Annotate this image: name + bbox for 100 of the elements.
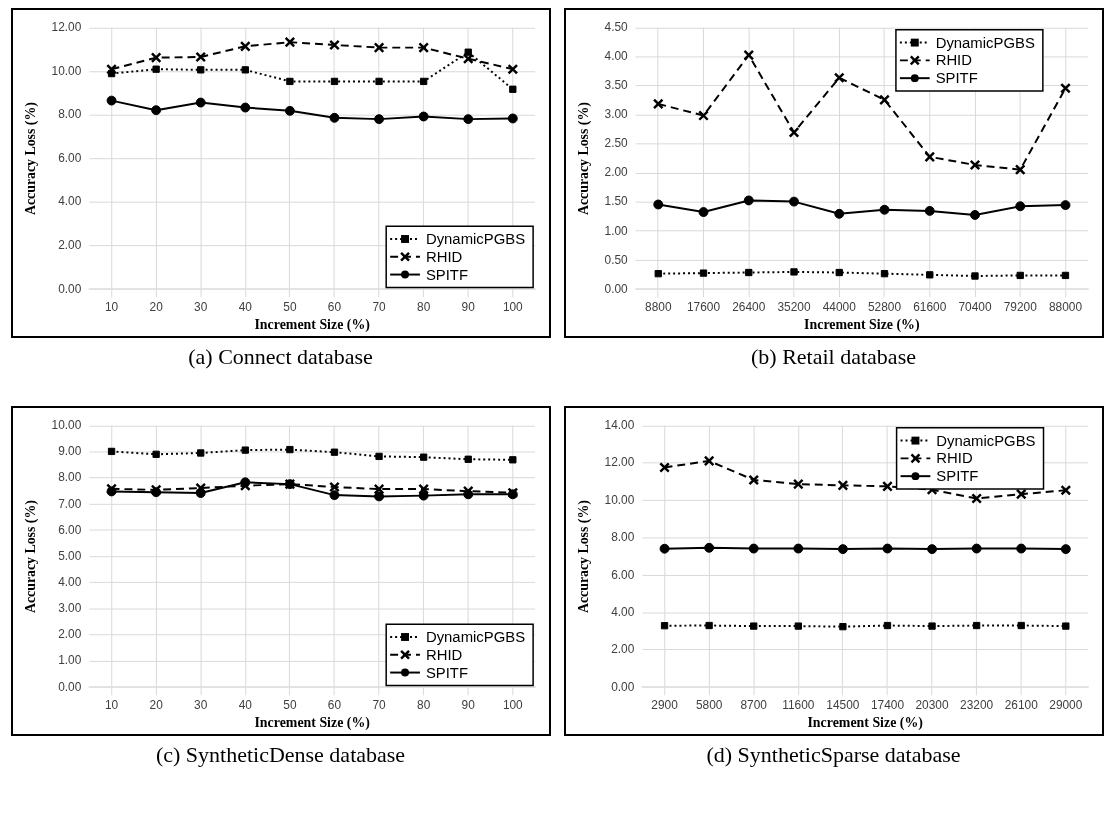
x-tick-label: 50 [282,299,297,314]
y-tick-label: 2.00 [57,238,82,253]
y-tick-label: 1.00 [604,223,628,238]
x-tick-label: 90 [461,697,475,712]
x-tick-label: 70 [371,697,386,712]
x-tick-label: 100 [502,697,523,712]
y-tick-label: 0.00 [57,679,82,694]
y-tick-label: 0.50 [604,252,628,267]
x-tick-label: 30 [193,697,208,712]
y-tick-label: 3.00 [57,601,82,616]
y-axis-title: Accuracy Loss (%) [22,500,39,614]
y-tick-label: 1.50 [604,194,628,209]
y-tick-label: 8.00 [57,470,82,485]
legend-label: DynamicPGBS [935,34,1035,51]
x-tick-label: 52800 [867,299,901,314]
x-tick-label: 35200 [776,299,811,314]
y-tick-label: 3.00 [604,107,628,122]
y-tick-label: 14.00 [604,418,635,433]
y-tick-label: 4.00 [57,575,82,589]
x-tick-label: 8700 [739,697,767,712]
legend-label: SPITF [935,70,978,87]
text: (a) Connect database [188,344,373,370]
y-tick-label: 10.00 [51,418,82,433]
y-tick-label: 12.00 [604,455,635,470]
x-tick-label: 5800 [695,697,723,712]
x-tick-label: 30 [193,299,208,314]
legend-label: RHID [935,52,972,69]
y-tick-label: 4.00 [610,604,635,619]
text: (d) SyntheticSparse database [706,742,961,768]
y-tick-label: 0.00 [610,679,635,694]
legend-label: RHID [425,646,463,663]
x-tick-label: 17400 [870,697,904,712]
y-tick-label: 5.00 [57,548,82,563]
x-tick-label: 10 [104,697,119,712]
legend-label: DynamicPGBS [425,629,525,646]
x-tick-label: 26400 [731,299,766,314]
y-tick-label: 2.00 [57,627,82,642]
x-axis-title: Increment Size (%) [253,715,370,732]
x-tick-label: 79200 [1003,299,1037,314]
x-tick-label: 20300 [915,697,949,712]
x-tick-label: 20 [149,299,163,314]
x-tick-label: 70 [371,299,386,314]
text: (b) Retail database [751,344,916,370]
x-tick-label: 61600 [912,299,947,314]
x-tick-label: 50 [282,697,297,712]
y-tick-label: 2.00 [604,165,628,180]
legend-label: RHID [935,450,973,467]
x-tick-label: 80 [416,697,431,712]
x-tick-label: 44000 [822,299,856,314]
y-tick-label: 0.00 [604,281,628,296]
legend-label: SPITF [935,468,978,485]
x-tick-label: 14500 [825,697,860,712]
y-tick-label: 4.00 [57,194,82,209]
x-tick-label: 60 [327,299,341,314]
y-tick-label: 12.00 [51,20,82,35]
y-tick-label: 6.00 [57,150,82,165]
x-axis-title: Increment Size (%) [806,715,923,732]
y-tick-label: 1.00 [57,653,82,668]
x-tick-label: 100 [502,299,523,314]
x-tick-label: 29000 [1048,697,1083,712]
x-tick-label: 2900 [650,697,678,712]
y-axis-title: Accuracy Loss (%) [575,500,592,614]
legend-label: RHID [425,248,463,265]
legend-label: SPITF [425,664,468,681]
y-tick-label: 3.50 [604,78,628,93]
y-tick-label: 2.50 [604,136,628,151]
x-tick-label: 90 [461,299,475,314]
x-tick-label: 20 [149,697,163,712]
y-tick-label: 7.00 [57,496,82,511]
x-tick-label: 26100 [1004,697,1038,712]
x-tick-label: 40 [238,697,252,712]
x-tick-label: 80 [416,299,431,314]
legend-label: DynamicPGBS [935,432,1036,449]
x-tick-label: 60 [327,697,341,712]
y-axis-title: Accuracy Loss (%) [575,102,592,216]
y-tick-label: 6.00 [610,567,635,582]
y-tick-label: 8.00 [57,107,82,122]
x-axis-title: Increment Size (%) [253,317,370,334]
x-tick-label: 17600 [686,299,720,314]
y-tick-label: 10.00 [604,492,635,507]
y-tick-label: 9.00 [57,444,82,459]
y-tick-label: 2.00 [610,642,635,657]
y-tick-label: 10.00 [51,63,82,78]
text: (c) SyntheticDense database [155,742,406,768]
y-tick-label: 4.50 [604,20,628,35]
y-tick-label: 0.00 [57,281,82,296]
x-tick-label: 10 [104,299,119,314]
x-axis-title: Increment Size (%) [803,317,920,334]
x-tick-label: 70400 [957,299,992,314]
x-tick-label: 40 [238,299,252,314]
y-axis-title: Accuracy Loss (%) [22,102,39,216]
x-tick-label: 11600 [781,697,815,712]
y-tick-label: 6.00 [57,522,82,537]
legend-label: DynamicPGBS [425,231,525,248]
x-tick-label: 8800 [644,299,672,314]
x-tick-label: 23200 [959,697,994,712]
x-tick-label: 88000 [1048,299,1082,314]
y-tick-label: 4.00 [604,49,628,64]
y-tick-label: 8.00 [610,530,635,545]
legend-label: SPITF [425,266,468,283]
